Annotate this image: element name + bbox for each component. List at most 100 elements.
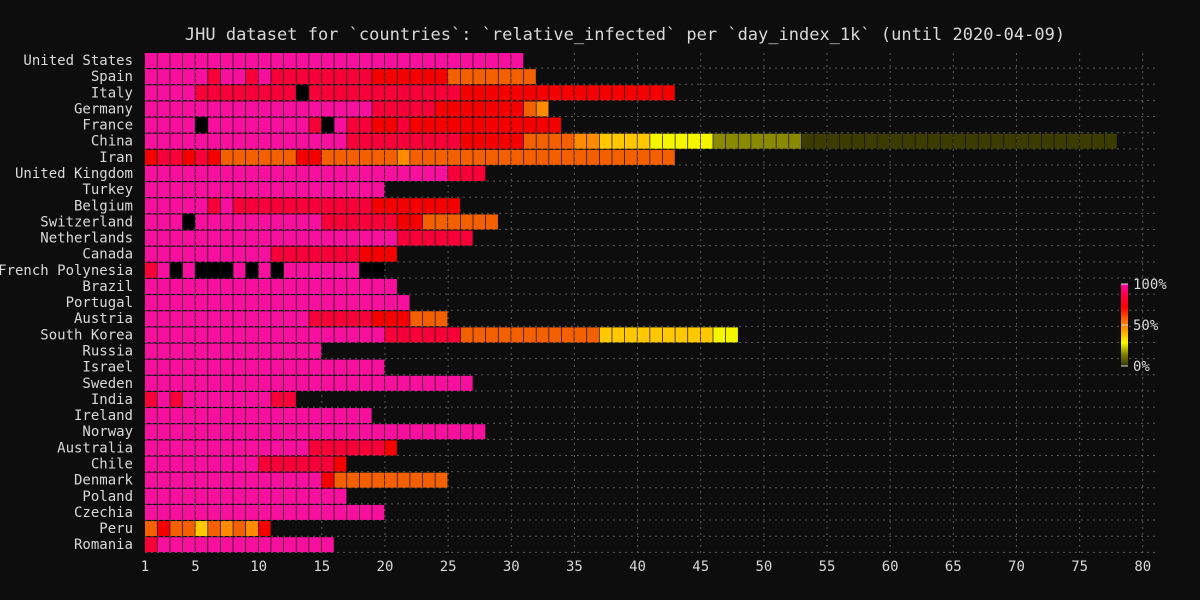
heatmap-row — [145, 521, 271, 537]
heatmap-cell — [258, 391, 271, 407]
heatmap-cell — [220, 198, 233, 214]
heatmap-cell — [283, 375, 296, 391]
heatmap-cell — [372, 504, 385, 520]
heatmap-cell — [435, 69, 448, 85]
heatmap-cell — [283, 85, 296, 101]
heatmap-cell — [220, 521, 233, 537]
heatmap-cell — [246, 133, 258, 149]
heatmap-cell — [157, 198, 170, 214]
heatmap-cell — [220, 101, 233, 117]
heatmap-cell — [422, 424, 435, 440]
heatmap-cell — [612, 149, 625, 165]
heatmap-cell — [675, 133, 688, 149]
heatmap-cell — [435, 214, 448, 230]
heatmap-cell — [536, 117, 549, 133]
heatmap-cell — [157, 69, 170, 85]
heatmap-cell — [246, 85, 258, 101]
heatmap-cell — [246, 424, 258, 440]
heatmap-cell — [220, 117, 233, 133]
cells-layer — [145, 53, 1117, 553]
heatmap-cell — [195, 456, 208, 472]
heatmap-cell — [246, 311, 258, 327]
heatmap-cell — [953, 133, 966, 149]
heatmap-cell — [195, 278, 208, 294]
heatmap-cell — [940, 133, 953, 149]
heatmap-cell — [359, 198, 372, 214]
heatmap-cell — [397, 214, 410, 230]
heatmap-cell — [182, 133, 195, 149]
heatmap-cell — [170, 472, 183, 488]
heatmap-cell — [145, 101, 157, 117]
heatmap-cell — [296, 101, 309, 117]
heatmap-cell — [448, 214, 461, 230]
heatmap-cell — [157, 117, 170, 133]
heatmap-cell — [283, 101, 296, 117]
heatmap-cell — [372, 424, 385, 440]
heatmap-row — [145, 53, 524, 68]
heatmap-cell — [246, 165, 258, 181]
heatmap-cell — [296, 278, 309, 294]
heatmap-cell — [372, 472, 385, 488]
heatmap-row — [145, 133, 1117, 149]
heatmap-cell — [296, 472, 309, 488]
heatmap-cell — [233, 295, 246, 311]
x-tick-label: 5 — [191, 559, 199, 575]
heatmap-cell — [296, 311, 309, 327]
heatmap-cell — [334, 85, 347, 101]
heatmap-cell — [448, 117, 461, 133]
heatmap-cell — [372, 117, 385, 133]
heatmap-cell — [283, 391, 296, 407]
heatmap-cell — [195, 165, 208, 181]
heatmap-cell — [233, 504, 246, 520]
heatmap-cell — [410, 214, 423, 230]
heatmap-cell — [170, 69, 183, 85]
heatmap-cell — [460, 117, 473, 133]
heatmap-cell — [271, 278, 284, 294]
heatmap-cell — [170, 230, 183, 246]
heatmap-cell — [549, 117, 562, 133]
heatmap-cell — [410, 472, 423, 488]
row-label: Chile — [91, 457, 133, 473]
heatmap-cell — [220, 278, 233, 294]
heatmap-cell — [195, 343, 208, 359]
heatmap-cell — [473, 69, 486, 85]
heatmap-cell — [195, 391, 208, 407]
heatmap-cell — [195, 375, 208, 391]
heatmap-cell — [448, 230, 461, 246]
heatmap-cell — [182, 488, 195, 504]
heatmap-cell — [208, 149, 221, 165]
heatmap-cell — [410, 101, 423, 117]
x-tick-label: 20 — [377, 559, 394, 575]
heatmap-cell — [145, 408, 157, 424]
heatmap-cell — [195, 472, 208, 488]
heatmap-cell — [246, 488, 258, 504]
heatmap-cell — [283, 53, 296, 68]
heatmap-cell — [145, 165, 157, 181]
heatmap-cell — [422, 69, 435, 85]
heatmap-cell — [448, 133, 461, 149]
heatmap-cell — [170, 440, 183, 456]
heatmap-cell — [347, 375, 360, 391]
heatmap-cell — [372, 278, 385, 294]
heatmap-cell — [182, 53, 195, 68]
heatmap-cell — [410, 375, 423, 391]
heatmap-cell — [523, 101, 536, 117]
heatmap-cell — [170, 246, 183, 262]
heatmap-cell — [208, 424, 221, 440]
heatmap-cell — [321, 182, 334, 198]
heatmap-cell — [473, 214, 486, 230]
row-label: Brazil — [82, 279, 133, 295]
heatmap-cell — [700, 133, 713, 149]
heatmap-cell — [220, 214, 233, 230]
heatmap-cell — [258, 408, 271, 424]
heatmap-cell — [258, 278, 271, 294]
heatmap-cell — [195, 198, 208, 214]
heatmap-cell — [486, 133, 498, 149]
heatmap-cell — [271, 165, 284, 181]
heatmap-cell — [296, 327, 309, 343]
heatmap-cell — [220, 440, 233, 456]
heatmap-cell — [296, 504, 309, 520]
heatmap-cell — [384, 375, 397, 391]
heatmap-cell — [751, 133, 764, 149]
heatmap-cell — [561, 133, 574, 149]
